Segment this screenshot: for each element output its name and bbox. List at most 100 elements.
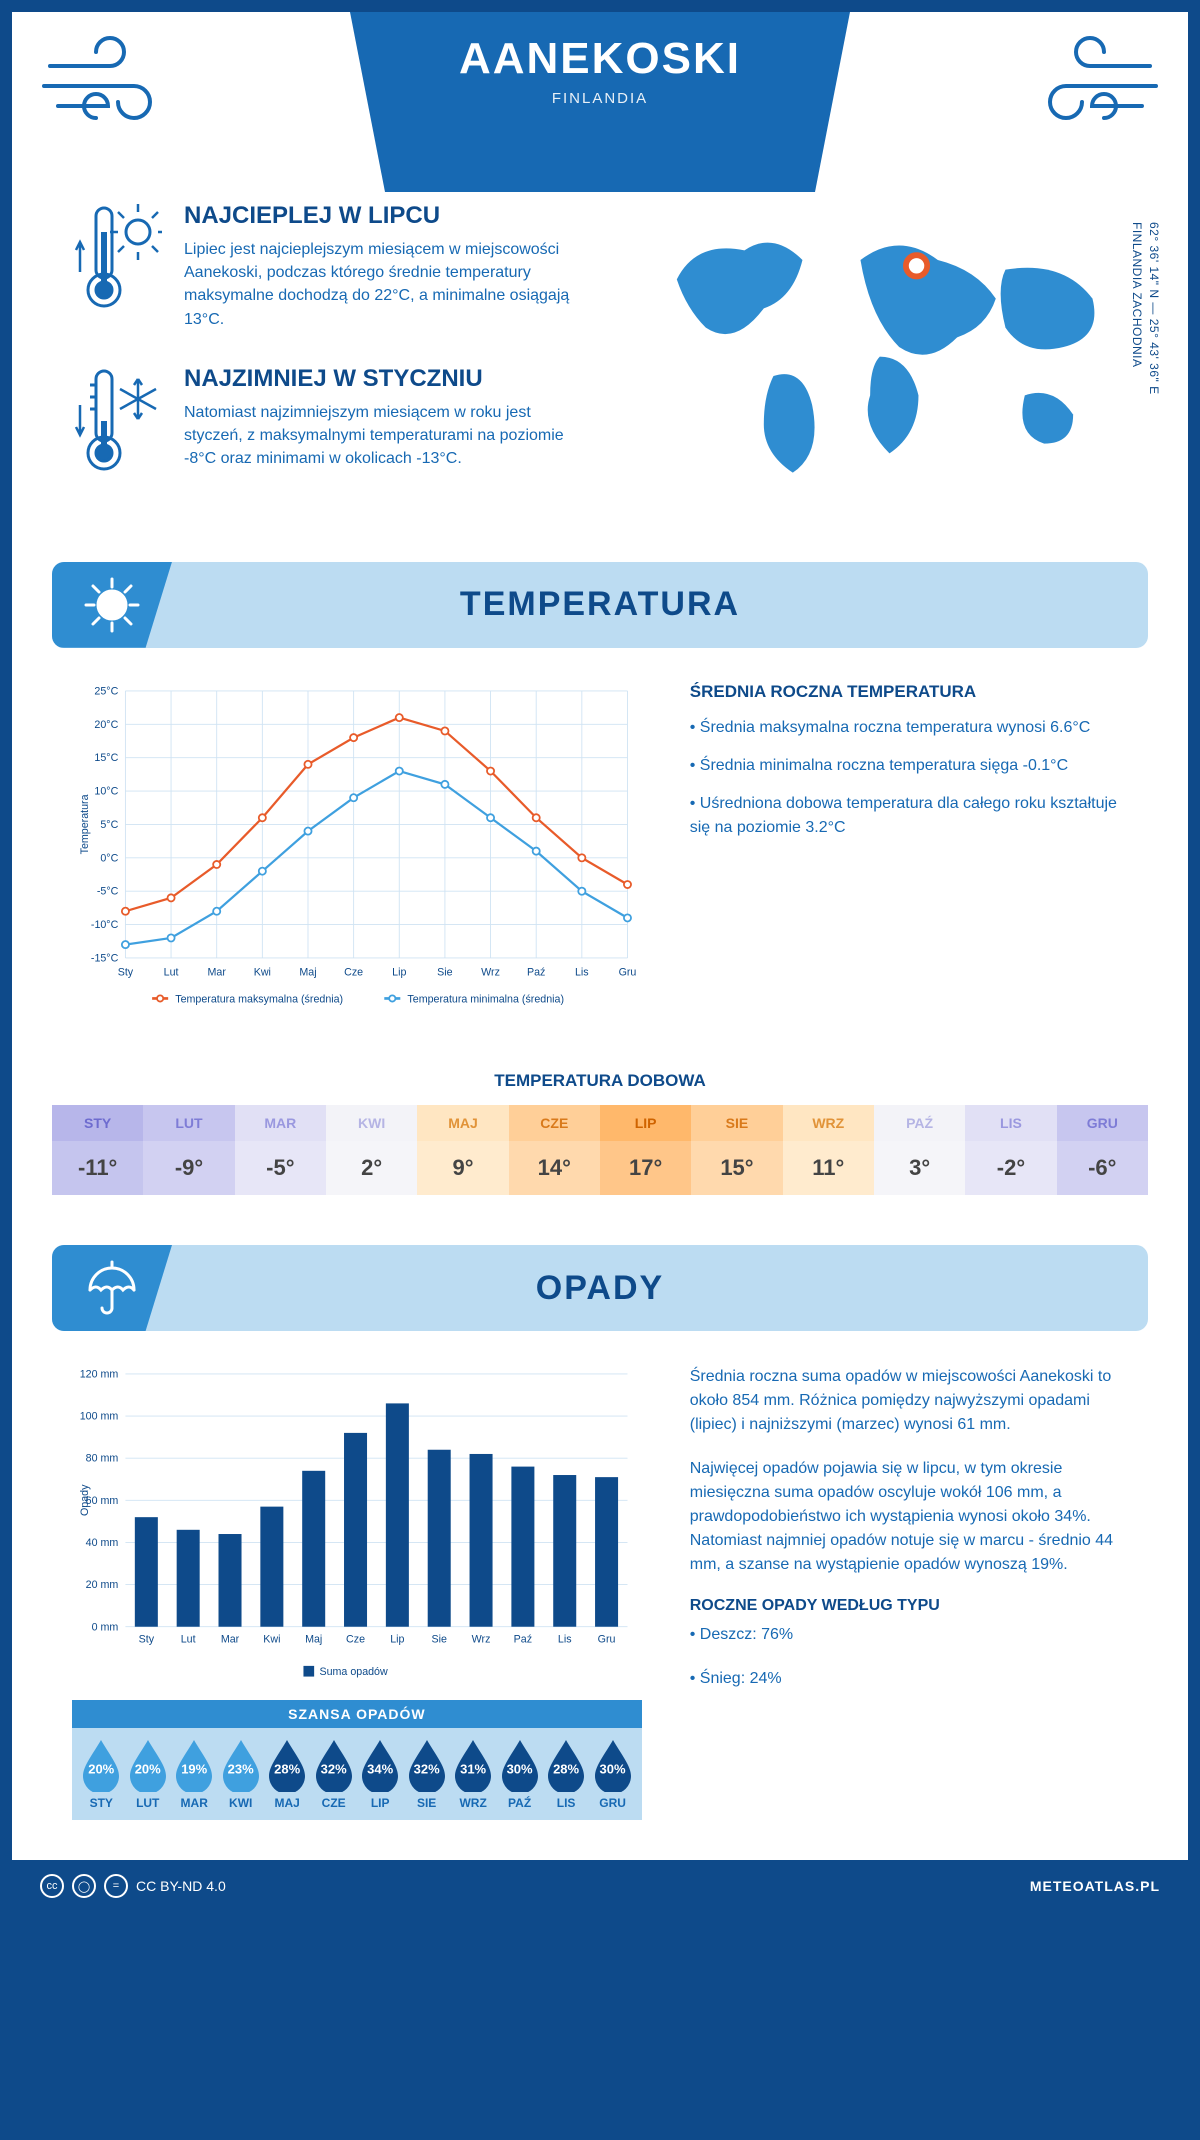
svg-text:Gru: Gru: [598, 1634, 616, 1646]
location-marker-icon: [906, 255, 927, 276]
wind-icon: [40, 36, 180, 136]
svg-text:Kwi: Kwi: [254, 967, 271, 979]
chance-month: KWI: [217, 1796, 263, 1810]
svg-text:Cze: Cze: [346, 1634, 365, 1646]
daily-temp-cell: SIE15°: [691, 1105, 782, 1195]
month-label: MAJ: [417, 1105, 508, 1141]
chance-month: LIP: [357, 1796, 403, 1810]
footer: cc ◯ = CC BY-ND 4.0 METEOATLAS.PL: [12, 1860, 1188, 1912]
raindrop-icon: 30%: [591, 1738, 635, 1792]
month-label: CZE: [509, 1105, 600, 1141]
svg-text:Temperatura maksymalna (średni: Temperatura maksymalna (średnia): [175, 993, 343, 1005]
precip-section-bar: OPADY: [52, 1245, 1148, 1331]
svg-text:0°C: 0°C: [100, 852, 118, 864]
header: AANEKOSKI FINLANDIA: [12, 12, 1188, 192]
svg-text:Suma opadów: Suma opadów: [319, 1666, 388, 1678]
precip-paragraph: Średnia roczna suma opadów w miejscowośc…: [690, 1365, 1128, 1437]
thermometer-cold-icon: [72, 365, 162, 480]
temp-value: -9°: [143, 1141, 234, 1195]
license: cc ◯ = CC BY-ND 4.0: [40, 1874, 226, 1898]
sun-icon: [52, 562, 172, 648]
coldest-title: NAJZIMNIEJ W STYCZNIU: [184, 365, 592, 393]
daily-temp-cell: WRZ11°: [783, 1105, 874, 1195]
temperature-title: TEMPERATURA: [460, 585, 740, 624]
world-map-icon: [632, 202, 1128, 492]
month-label: STY: [52, 1105, 143, 1141]
temp-value: -11°: [52, 1141, 143, 1195]
svg-text:Sty: Sty: [139, 1634, 155, 1646]
chance-value: 32%: [405, 1761, 449, 1776]
precip-text: Średnia roczna suma opadów w miejscowośc…: [690, 1365, 1128, 1577]
coldest-fact: NAJZIMNIEJ W STYCZNIU Natomiast najzimni…: [72, 365, 592, 480]
chance-cell: 32% SIE: [403, 1738, 449, 1810]
raindrop-icon: 31%: [451, 1738, 495, 1792]
license-text: CC BY-ND 4.0: [136, 1878, 226, 1894]
temp-value: 17°: [600, 1141, 691, 1195]
coordinates: 62° 36' 14" N — 25° 43' 36" E FINLANDIA …: [1128, 222, 1162, 395]
nd-icon: =: [104, 1874, 128, 1898]
svg-text:Lis: Lis: [558, 1634, 572, 1646]
month-label: LIP: [600, 1105, 691, 1141]
chance-month: LUT: [124, 1796, 170, 1810]
map-container: 62° 36' 14" N — 25° 43' 36" E FINLANDIA …: [632, 202, 1128, 514]
page: AANEKOSKI FINLANDIA: [0, 0, 1200, 1924]
svg-text:Sie: Sie: [431, 1634, 446, 1646]
svg-text:Maj: Maj: [299, 967, 316, 979]
svg-text:15°C: 15°C: [94, 752, 118, 764]
raindrop-icon: 23%: [219, 1738, 263, 1792]
temp-stats-title: ŚREDNIA ROCZNA TEMPERATURA: [690, 682, 1128, 702]
raindrop-icon: 20%: [79, 1738, 123, 1792]
precip-bar-chart: 0 mm20 mm40 mm60 mm80 mm100 mm120 mmStyL…: [72, 1365, 642, 1685]
temp-value: 9°: [417, 1141, 508, 1195]
raindrop-icon: 28%: [544, 1738, 588, 1792]
precip-type-item: • Śnieg: 24%: [690, 1667, 1128, 1691]
precip-type-list: • Deszcz: 76%• Śnieg: 24%: [690, 1623, 1128, 1691]
month-label: WRZ: [783, 1105, 874, 1141]
temp-stat-item: • Uśredniona dobowa temperatura dla całe…: [690, 792, 1128, 840]
daily-temp-table: STY-11°LUT-9°MAR-5°KWI2°MAJ9°CZE14°LIP17…: [52, 1105, 1148, 1195]
chance-value: 20%: [79, 1761, 123, 1776]
chance-value: 34%: [358, 1761, 402, 1776]
wind-icon: [1020, 36, 1160, 136]
temperature-line-chart: -15°C-10°C-5°C0°C5°C10°C15°C20°C25°CStyL…: [72, 682, 642, 1020]
svg-text:Kwi: Kwi: [263, 1634, 280, 1646]
daily-temp-cell: LIP17°: [600, 1105, 691, 1195]
daily-temp-cell: GRU-6°: [1057, 1105, 1148, 1195]
svg-text:Lis: Lis: [575, 967, 589, 979]
chance-value: 20%: [126, 1761, 170, 1776]
chance-value: 28%: [544, 1761, 588, 1776]
temp-value: 14°: [509, 1141, 600, 1195]
temp-value: 2°: [326, 1141, 417, 1195]
svg-text:80 mm: 80 mm: [86, 1453, 119, 1465]
chance-month: SIE: [403, 1796, 449, 1810]
chance-month: PAŹ: [496, 1796, 542, 1810]
chance-month: LIS: [543, 1796, 589, 1810]
raindrop-icon: 30%: [498, 1738, 542, 1792]
city-name: AANEKOSKI: [350, 34, 850, 84]
cc-icon: cc: [40, 1874, 64, 1898]
chance-cell: 20% LUT: [124, 1738, 170, 1810]
precip-type-title: ROCZNE OPADY WEDŁUG TYPU: [690, 1597, 1128, 1615]
chance-value: 32%: [312, 1761, 356, 1776]
raindrop-icon: 20%: [126, 1738, 170, 1792]
chance-cell: 28% MAJ: [264, 1738, 310, 1810]
chance-value: 30%: [498, 1761, 542, 1776]
country-name: FINLANDIA: [350, 90, 850, 107]
svg-text:Mar: Mar: [221, 1634, 240, 1646]
daily-temp-cell: PAŹ3°: [874, 1105, 965, 1195]
svg-text:120 mm: 120 mm: [80, 1368, 119, 1380]
month-label: MAR: [235, 1105, 326, 1141]
svg-text:Opady: Opady: [79, 1484, 91, 1516]
chance-month: MAJ: [264, 1796, 310, 1810]
svg-text:25°C: 25°C: [94, 685, 118, 697]
svg-text:Sty: Sty: [118, 967, 134, 979]
daily-temp-cell: LUT-9°: [143, 1105, 234, 1195]
temp-value: 3°: [874, 1141, 965, 1195]
chance-month: WRZ: [450, 1796, 496, 1810]
daily-temp-cell: MAR-5°: [235, 1105, 326, 1195]
chance-month: MAR: [171, 1796, 217, 1810]
svg-text:Temperatura minimalna (średnia: Temperatura minimalna (średnia): [407, 993, 564, 1005]
svg-text:Gru: Gru: [619, 967, 637, 979]
month-label: GRU: [1057, 1105, 1148, 1141]
chance-title: SZANSA OPADÓW: [72, 1700, 642, 1728]
